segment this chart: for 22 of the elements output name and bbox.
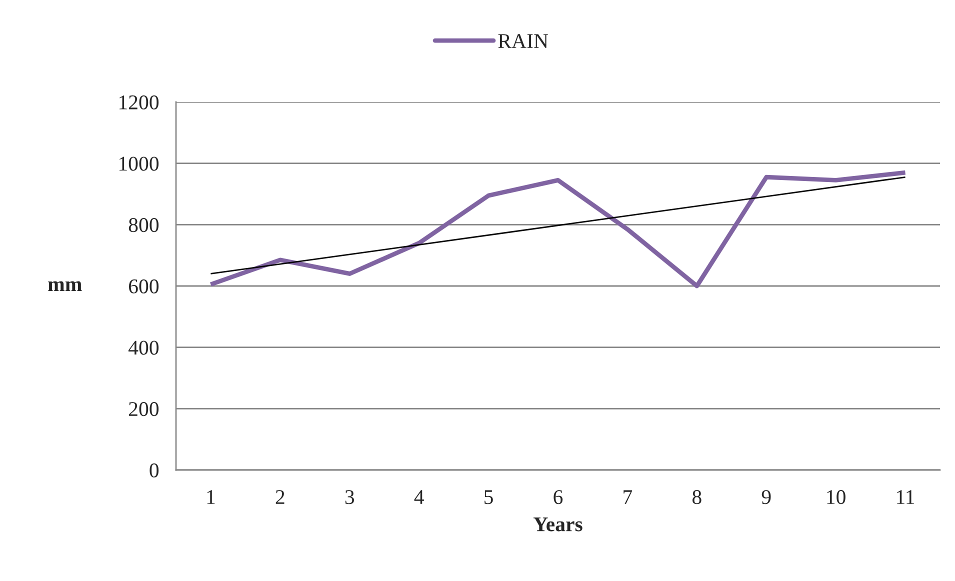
y-tick-label: 0 — [150, 463, 159, 478]
x-tick-label: 7 — [624, 490, 632, 504]
y-tick-label: 1000 — [120, 156, 159, 171]
legend-label: RAIN — [498, 34, 548, 48]
y-tick-label: 200 — [129, 402, 159, 416]
y-tick-label: 400 — [128, 340, 159, 355]
x-tick-label: 5 — [484, 490, 493, 504]
y-tick-label: 800 — [128, 218, 159, 232]
x-tick-label: 4 — [414, 490, 424, 504]
line-series — [208, 170, 908, 288]
x-tick-label: 8 — [692, 490, 702, 504]
x-tick-label: 1 — [207, 490, 215, 504]
y-tick-label: 600 — [128, 279, 159, 294]
x-tick-label: 11 — [897, 490, 914, 504]
x-tick-label: 3 — [345, 490, 354, 504]
x-tick-label: 2 — [276, 490, 284, 504]
x-axis-title: Years — [533, 517, 582, 532]
x-tick-label: 10 — [827, 490, 846, 504]
y-axis-title: mm — [48, 281, 82, 292]
x-tick-label: 6 — [554, 490, 563, 504]
y-tick-label: 1200 — [120, 95, 159, 110]
x-tick-label: 9 — [762, 490, 771, 504]
